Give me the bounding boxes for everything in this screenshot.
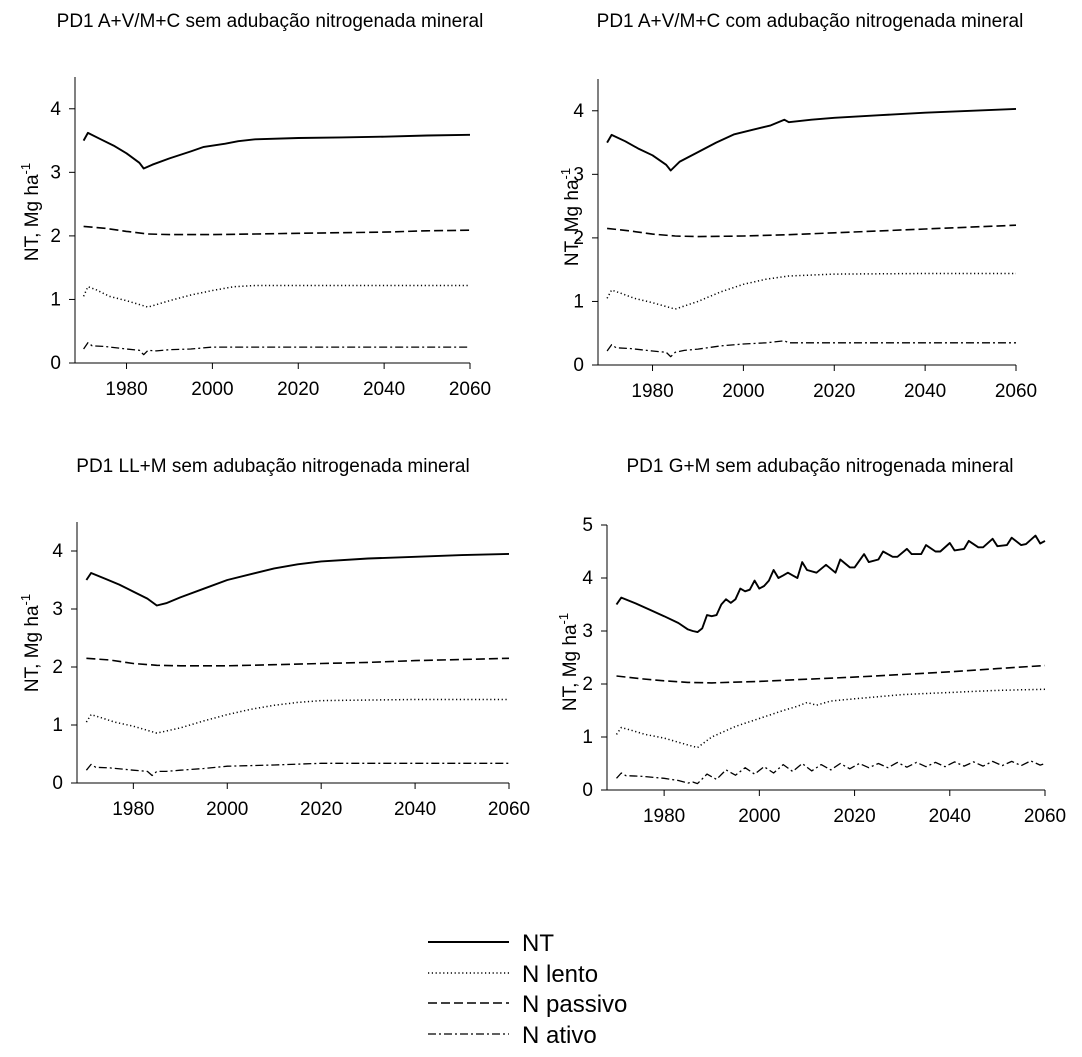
panel-3-ylabel-sup: -1 xyxy=(18,594,33,606)
x-tick-label: 2000 xyxy=(206,799,248,820)
x-tick-label: 1980 xyxy=(631,381,673,402)
x-tick-label: 2060 xyxy=(488,799,530,820)
x-tick-label: 2040 xyxy=(363,379,405,400)
panel-4-plot: 0 1 2 3 4 5 1980 2000 2020 2040 2060 xyxy=(582,515,1066,827)
series-line-nt xyxy=(85,552,510,607)
panel-1-ylabel-text: NT, Mg ha xyxy=(22,174,43,261)
x-tick-label: 2000 xyxy=(722,381,764,402)
panel-1-ylabel: NT, Mg ha-1 xyxy=(18,163,43,261)
y-tick-label: 3 xyxy=(582,621,593,642)
y-tick-label: 1 xyxy=(52,715,63,736)
series-line-nt xyxy=(615,534,1046,634)
x-tick-label: 2060 xyxy=(449,379,491,400)
panel-3-title: PD1 LL+M sem adubação nitrogenada minera… xyxy=(76,456,469,477)
series-line-nt xyxy=(82,131,471,170)
panel-4-title: PD1 G+M sem adubação nitrogenada mineral xyxy=(626,456,1013,477)
panel-4-ylabel: NT, Mg ha-1 xyxy=(556,613,581,711)
y-tick-label: 2 xyxy=(582,674,593,695)
y-tick-label: 0 xyxy=(52,773,63,794)
panel-3-ylabel-text: NT, Mg ha xyxy=(22,605,43,692)
panel-3-ylabel: NT, Mg ha-1 xyxy=(18,594,43,692)
x-tick-label: 2020 xyxy=(833,806,875,827)
y-tick-label: 0 xyxy=(582,780,593,801)
series-line-n-lento xyxy=(606,272,1016,310)
x-tick-label: 2020 xyxy=(277,379,319,400)
series-line-n-lento xyxy=(615,688,1046,749)
panel-1-ylabel-sup: -1 xyxy=(18,163,33,175)
series-line-n-passivo xyxy=(83,225,471,236)
y-tick-label: 4 xyxy=(50,99,61,120)
y-tick-label: 4 xyxy=(582,568,593,589)
series-line-n-lento xyxy=(82,284,470,308)
y-tick-label: 2 xyxy=(52,657,63,678)
x-tick-label: 2020 xyxy=(300,799,342,820)
panel-1-title: PD1 A+V/M+C sem adubação nitrogenada min… xyxy=(57,11,484,32)
panel-2-plot: 0 1 2 3 4 1980 2000 2020 2040 2060 xyxy=(573,79,1037,402)
series-line-n-passivo xyxy=(86,657,510,667)
series-line-n-passivo xyxy=(607,224,1017,238)
y-tick-label: 3 xyxy=(573,164,584,185)
panel-3: PD1 LL+M sem adubação nitrogenada minera… xyxy=(18,456,530,820)
y-tick-label: 5 xyxy=(582,515,593,536)
series-line-n-ativo xyxy=(83,342,470,356)
legend-label: NT xyxy=(522,930,554,957)
legend-label: N lento xyxy=(522,961,598,988)
series-line-n-passivo xyxy=(616,664,1046,684)
series-line-nt xyxy=(606,107,1017,172)
panel-2-title: PD1 A+V/M+C com adubação nitrogenada min… xyxy=(597,11,1024,32)
panel-4-ylabel-sup: -1 xyxy=(556,613,571,625)
series-line-n-ativo xyxy=(616,760,1046,785)
x-tick-label: 1980 xyxy=(105,379,147,400)
y-tick-label: 2 xyxy=(50,226,61,247)
panel-2: PD1 A+V/M+C com adubação nitrogenada min… xyxy=(558,11,1037,402)
x-tick-label: 1980 xyxy=(643,806,685,827)
y-tick-label: 0 xyxy=(573,355,584,376)
x-tick-label: 1980 xyxy=(112,799,154,820)
x-tick-label: 2060 xyxy=(995,381,1037,402)
panel-2-ylabel-text: NT, Mg ha xyxy=(562,179,583,266)
y-tick-label: 3 xyxy=(50,162,61,183)
panel-4: PD1 G+M sem adubação nitrogenada mineral… xyxy=(556,456,1066,827)
x-tick-label: 2020 xyxy=(813,381,855,402)
y-tick-label: 2 xyxy=(573,228,584,249)
y-tick-label: 1 xyxy=(573,291,584,312)
x-tick-label: 2040 xyxy=(394,799,436,820)
y-tick-label: 0 xyxy=(50,353,61,374)
x-tick-label: 2000 xyxy=(738,806,780,827)
panel-3-plot: 0 1 2 3 4 1980 2000 2020 2040 2060 xyxy=(52,522,530,820)
y-tick-label: 4 xyxy=(52,541,63,562)
y-tick-label: 1 xyxy=(50,289,61,310)
series-line-n-ativo xyxy=(606,340,1016,358)
y-tick-label: 1 xyxy=(582,727,593,748)
x-tick-label: 2060 xyxy=(1024,806,1066,827)
x-tick-label: 2000 xyxy=(191,379,233,400)
y-tick-label: 3 xyxy=(52,599,63,620)
panel-2-ylabel-sup: -1 xyxy=(558,168,573,180)
legend: NT N lento N passivo N ativo xyxy=(428,930,627,1049)
legend-label: N passivo xyxy=(522,991,627,1018)
x-tick-label: 2040 xyxy=(929,806,971,827)
panel-2-ylabel: NT, Mg ha-1 xyxy=(558,168,583,266)
panel-1-plot: 0 1 2 3 4 1980 2000 2020 2040 2060 xyxy=(50,77,491,400)
legend-label: N ativo xyxy=(522,1022,597,1049)
panel-1: PD1 A+V/M+C sem adubação nitrogenada min… xyxy=(18,11,491,400)
series-line-n-ativo xyxy=(85,762,509,777)
panel-4-ylabel-text: NT, Mg ha xyxy=(560,624,581,711)
y-tick-label: 4 xyxy=(573,101,584,122)
series-line-n-lento xyxy=(85,698,509,734)
x-tick-label: 2040 xyxy=(904,381,946,402)
